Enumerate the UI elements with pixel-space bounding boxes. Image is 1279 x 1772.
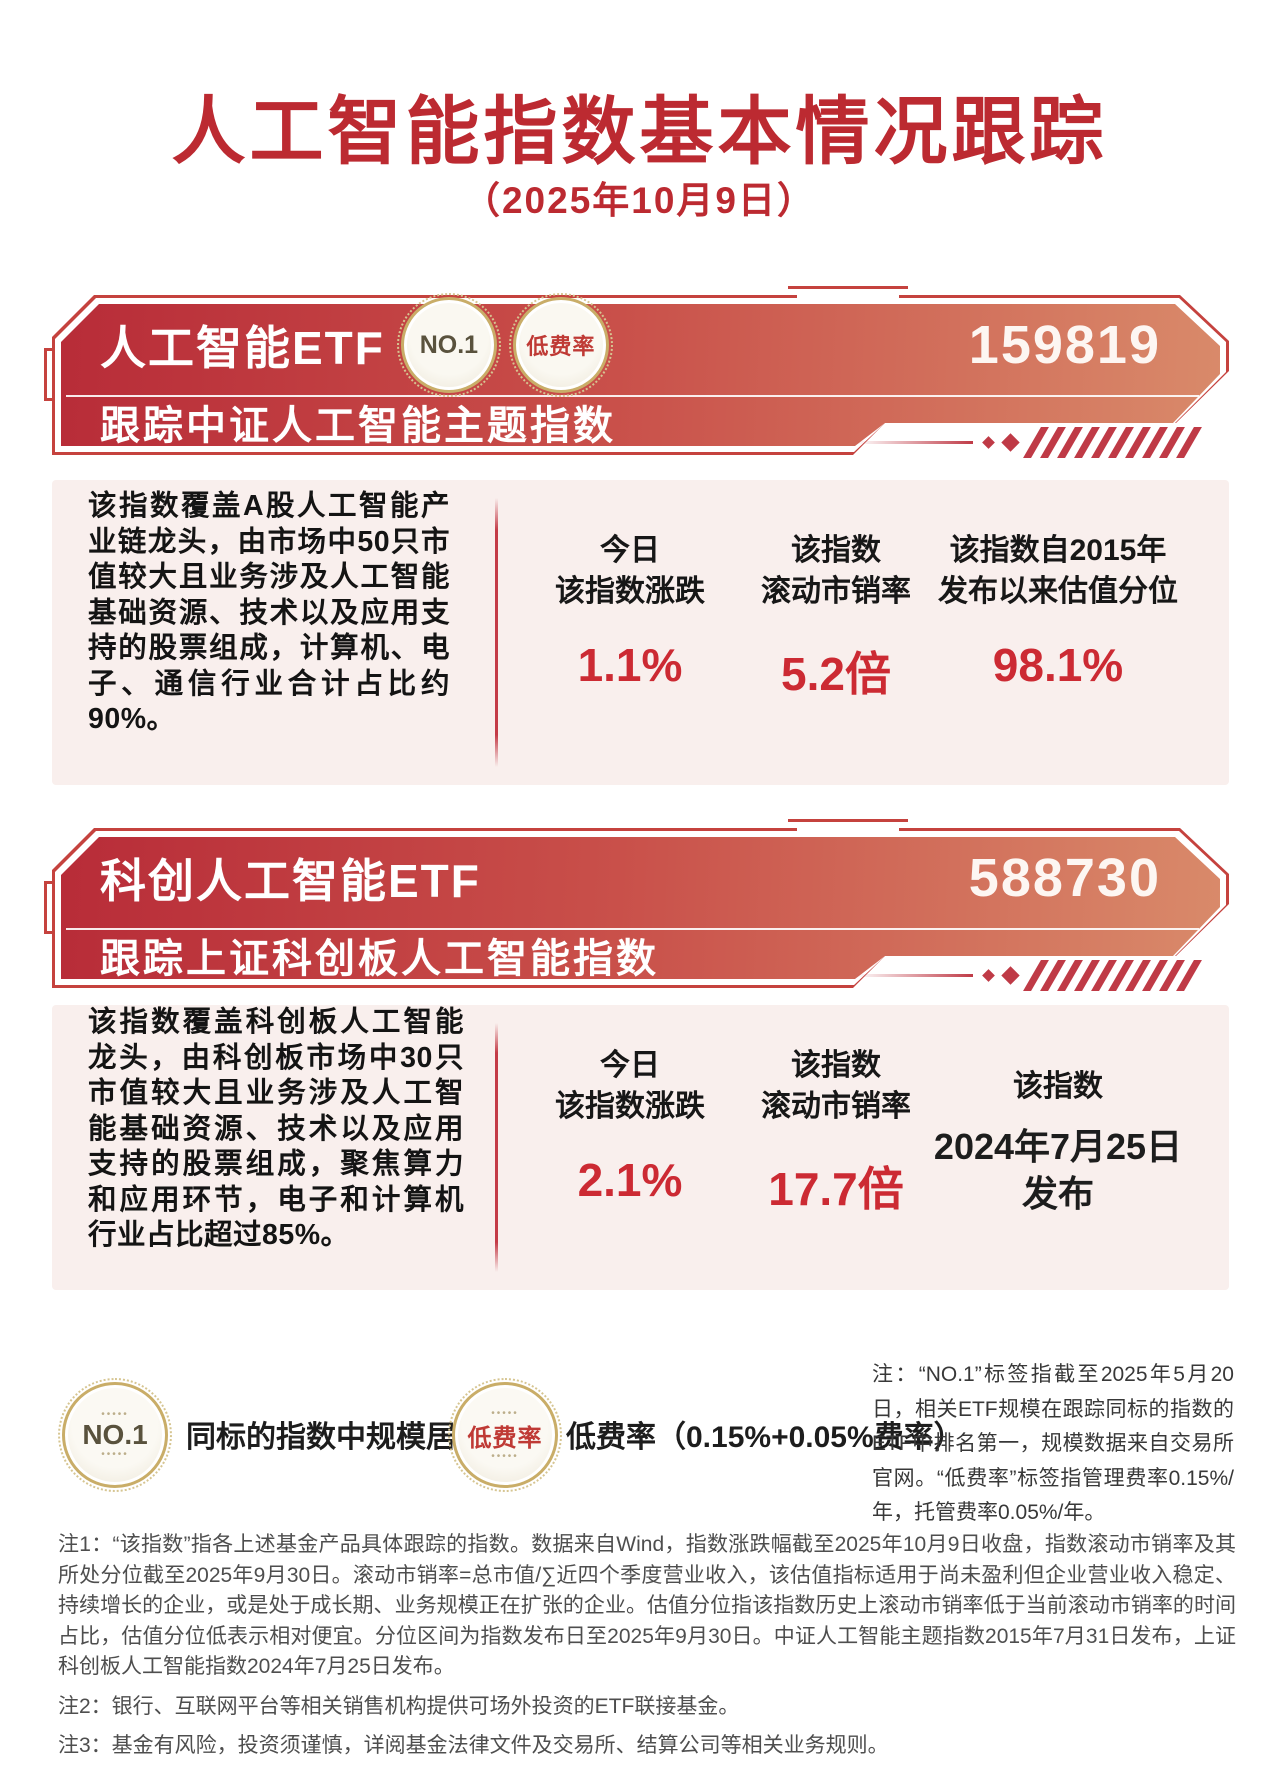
banner-left-bracket-tick — [44, 348, 55, 351]
banner-tab-gap — [797, 827, 899, 834]
etf1-valuation-percentile-value: 98.1% — [992, 639, 1124, 691]
low-fee-badge-icon: 低费率 — [508, 293, 613, 397]
etf2-tracking-subtitle: 跟踪上证科创板人工智能指数 — [100, 937, 659, 981]
diamond-icon — [1001, 966, 1020, 985]
etf2-banner: 科创人工智能ETF 588730 跟踪上证科创板人工智能指数 — [44, 819, 1229, 991]
page-title: 人工智能指数基本情况跟踪 — [171, 90, 1108, 173]
footnote-1: 注1：“该指数”指各上述基金产品具体跟踪的指数。数据来自Wind，指数涨跌幅截至… — [58, 1533, 1236, 1678]
etf2-stat-launch-date: 该指数 2024年7月25日 发布 — [933, 1070, 1183, 1214]
etf2-stat-daily-change: 今日 该指数涨跌 2.1% — [555, 1049, 705, 1206]
etf1-stat-valuation-percentile: 该指数自2015年 发布以来估值分位 98.1% — [938, 534, 1178, 691]
etf2-name: 科创人工智能ETF — [100, 855, 481, 907]
banner-tab-decoration — [788, 286, 908, 289]
footnotes-section: 注1：“该指数”指各上述基金产品具体跟踪的指数。数据来自Wind，指数涨跌幅截至… — [58, 1530, 1236, 1771]
slash-stripes — [1023, 960, 1202, 991]
page-date: （2025年10月9日） — [462, 180, 817, 221]
footnote-3: 注3：基金有风险，投资须谨慎，详阅基金法律文件及交易所、结算公司等相关业务规则。 — [58, 1734, 889, 1757]
etf1-daily-change-value: 1.1% — [577, 639, 683, 691]
banner-tab-gap — [797, 294, 899, 301]
etf2-code: 588730 — [968, 848, 1161, 908]
banner-separator-line — [66, 928, 1199, 930]
badge-side-note: 注：“NO.1”标签指截至2025年5月20日，相关ETF规模在跟踪同标的指数的… — [872, 1363, 1234, 1524]
low-fee-badge-large-icon: ••••• 低费率 ••••• — [448, 1378, 562, 1492]
banner-left-bracket-tick — [44, 881, 55, 884]
decor-line — [855, 441, 973, 444]
diamond-icon — [1001, 433, 1020, 452]
etf1-stat-ps-ratio: 该指数 滚动市销率 5.2倍 — [761, 530, 911, 704]
banner-tab-decoration — [788, 819, 908, 822]
etf1-ps-ratio-value: 5.2倍 — [781, 648, 891, 700]
banner-fill — [61, 304, 1220, 446]
etf1-title-row: 人工智能ETF NO.1 低费率 — [100, 293, 613, 397]
etf2-ps-ratio-value: 17.7倍 — [768, 1163, 904, 1215]
etf1-tracking-subtitle: 跟踪中证人工智能主题指数 — [100, 404, 616, 448]
diamond-icon — [982, 436, 995, 449]
no1-badge-large-icon: ••••• NO.1 ••••• — [58, 1378, 172, 1492]
banner-left-bracket — [44, 351, 47, 401]
vertical-divider — [495, 1023, 498, 1272]
etf1-info-card: 该指数覆盖A股人工智能产业链龙头，由市场中50只市值较大且业务涉及人工智能基础资… — [52, 480, 1229, 785]
etf2-title-row: 科创人工智能ETF — [100, 828, 481, 928]
banner-decoration — [855, 960, 1202, 991]
banner-left-bracket — [44, 884, 47, 934]
banner-left-bracket-tick — [44, 931, 55, 934]
low-fee-badge-legend-label: 低费率（0.15%+0.05%费率） — [566, 1421, 964, 1454]
banner-fill — [61, 837, 1220, 979]
banner-separator-line — [66, 395, 1199, 397]
etf1-description: 该指数覆盖A股人工智能产业链龙头，由市场中50只市值较大且业务涉及人工智能基础资… — [88, 490, 450, 735]
banner-left-bracket-tick — [44, 398, 55, 401]
vertical-divider — [495, 498, 498, 767]
etf1-stat-daily-change: 今日 该指数涨跌 1.1% — [555, 534, 705, 691]
no1-badge-icon: NO.1 — [396, 293, 501, 397]
etf2-stat-ps-ratio: 该指数 滚动市销率 17.7倍 — [761, 1045, 911, 1219]
banner-decoration — [855, 427, 1202, 458]
etf2-description: 该指数覆盖科创板人工智能龙头，由科创板市场中30只市值较大且业务涉及人工智能基础… — [88, 1006, 464, 1251]
decor-line — [855, 974, 973, 977]
etf1-code: 159819 — [968, 315, 1161, 375]
diamond-icon — [982, 969, 995, 982]
footnote-2: 注2：银行、互联网平台等相关销售机构提供可场外投资的ETF联接基金。 — [58, 1694, 740, 1718]
etf1-banner: 人工智能ETF NO.1 低费率 159819 跟踪中证人工智能主题指数 — [44, 286, 1229, 458]
etf2-daily-change-value: 2.1% — [577, 1154, 683, 1206]
etf2-info-card: 该指数覆盖科创板人工智能龙头，由科创板市场中30只市值较大且业务涉及人工智能基础… — [52, 1005, 1229, 1290]
slash-stripes — [1023, 427, 1202, 458]
etf1-name: 人工智能ETF — [100, 322, 385, 374]
